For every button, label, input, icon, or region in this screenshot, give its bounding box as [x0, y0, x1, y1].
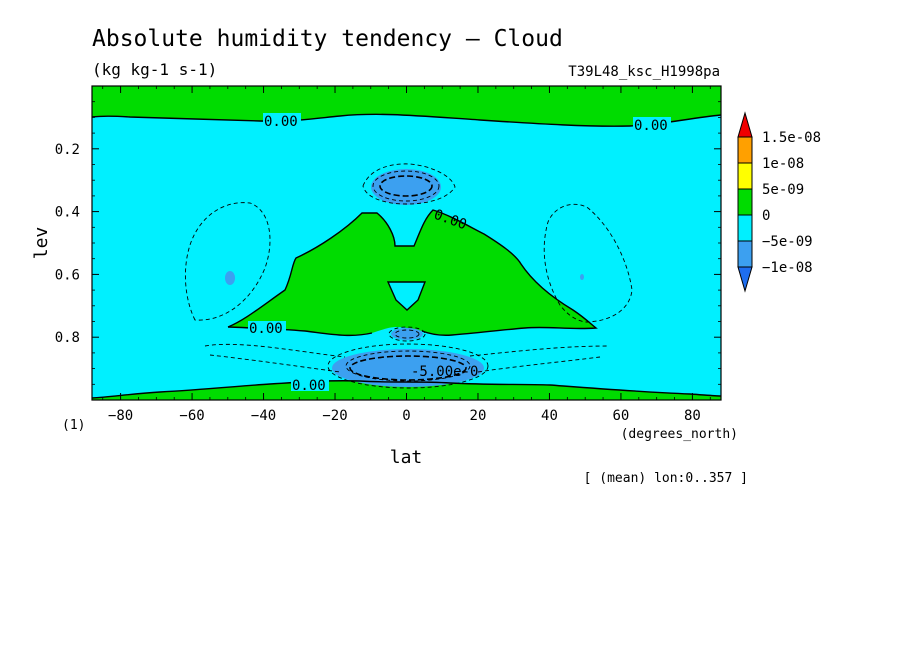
- fill-left-negative-spot: [225, 271, 235, 285]
- run-label: T39L48_ksc_H1998pa: [568, 64, 720, 80]
- fill-mid-negative-core: [391, 328, 423, 340]
- colorbar-label: 0: [762, 208, 770, 224]
- contour-label-top-left: 0.00: [264, 114, 298, 130]
- x-tick-label: 60: [613, 408, 630, 424]
- colorbar-segment: [737, 162, 753, 190]
- contour-label-bottom: 0.00: [292, 378, 326, 394]
- y-axis-title: lev: [31, 227, 52, 260]
- colorbar-bottom-arrow: [737, 266, 753, 293]
- colorbar-label: 1e-08: [762, 156, 804, 172]
- x-axis: −80 −60 −40 −20 0 20 40 60 80: [102, 86, 711, 424]
- contour-label-dome-left: 0.00: [249, 321, 283, 337]
- y-tick-label: 0.8: [55, 330, 80, 346]
- colorbar-label: −1e-08: [762, 260, 813, 276]
- y-tick-label: 0.6: [55, 267, 80, 283]
- fill-upper-negative-core: [371, 169, 441, 205]
- colorbar-segment: [737, 188, 753, 216]
- fill-dome-hole: [388, 282, 425, 310]
- x-axis-units: (degrees_north): [621, 427, 738, 442]
- minus-five-contours: [349, 175, 467, 381]
- fill-central-positive: [228, 210, 596, 336]
- x-tick-label: 20: [470, 408, 487, 424]
- colorbar-label: −5e-09: [762, 234, 813, 250]
- fill-negative-weak: [92, 86, 721, 400]
- y-tick-label: 0.2: [55, 142, 80, 158]
- contour-label-negative: -5.00e-0: [411, 364, 478, 380]
- x-axis-title: lat: [390, 447, 423, 468]
- contour-label-top-right: 0.00: [634, 118, 668, 134]
- plot-area: 0.00 0.00 0.00 0.00 0.00 -5.00e-0: [91, 85, 722, 401]
- colorbar: 1.5e-08 1e-08 5e-09 0 −5e-09 −1e-08: [737, 111, 821, 293]
- y-axis: 0.2 0.4 0.6 0.8: [55, 101, 721, 385]
- x-tick-label: 80: [684, 408, 701, 424]
- colorbar-segment: [737, 214, 753, 242]
- colorbar-segment: [737, 240, 753, 268]
- negative-contours: [185, 163, 633, 389]
- y-tick-label: 0.4: [55, 205, 80, 221]
- colorbar-segment: [737, 136, 753, 164]
- fill-right-negative-spot: [580, 274, 584, 280]
- x-tick-label: −60: [179, 408, 204, 424]
- x-tick-label: −20: [322, 408, 347, 424]
- footer-note: [ (mean) lon:0..357 ]: [584, 471, 748, 486]
- colorbar-label: 5e-09: [762, 182, 804, 198]
- x-tick-label: 0: [402, 408, 410, 424]
- page-number: (1): [62, 418, 85, 433]
- x-tick-label: −40: [251, 408, 276, 424]
- x-tick-label: −80: [108, 408, 133, 424]
- fill-top-positive: [92, 86, 721, 127]
- colorbar-label: 1.5e-08: [762, 130, 821, 146]
- chart-units: (kg kg-1 s-1): [92, 60, 217, 79]
- chart-title: Absolute humidity tendency — Cloud: [92, 26, 563, 52]
- colorbar-top-arrow: [737, 111, 753, 138]
- x-tick-label: 40: [541, 408, 558, 424]
